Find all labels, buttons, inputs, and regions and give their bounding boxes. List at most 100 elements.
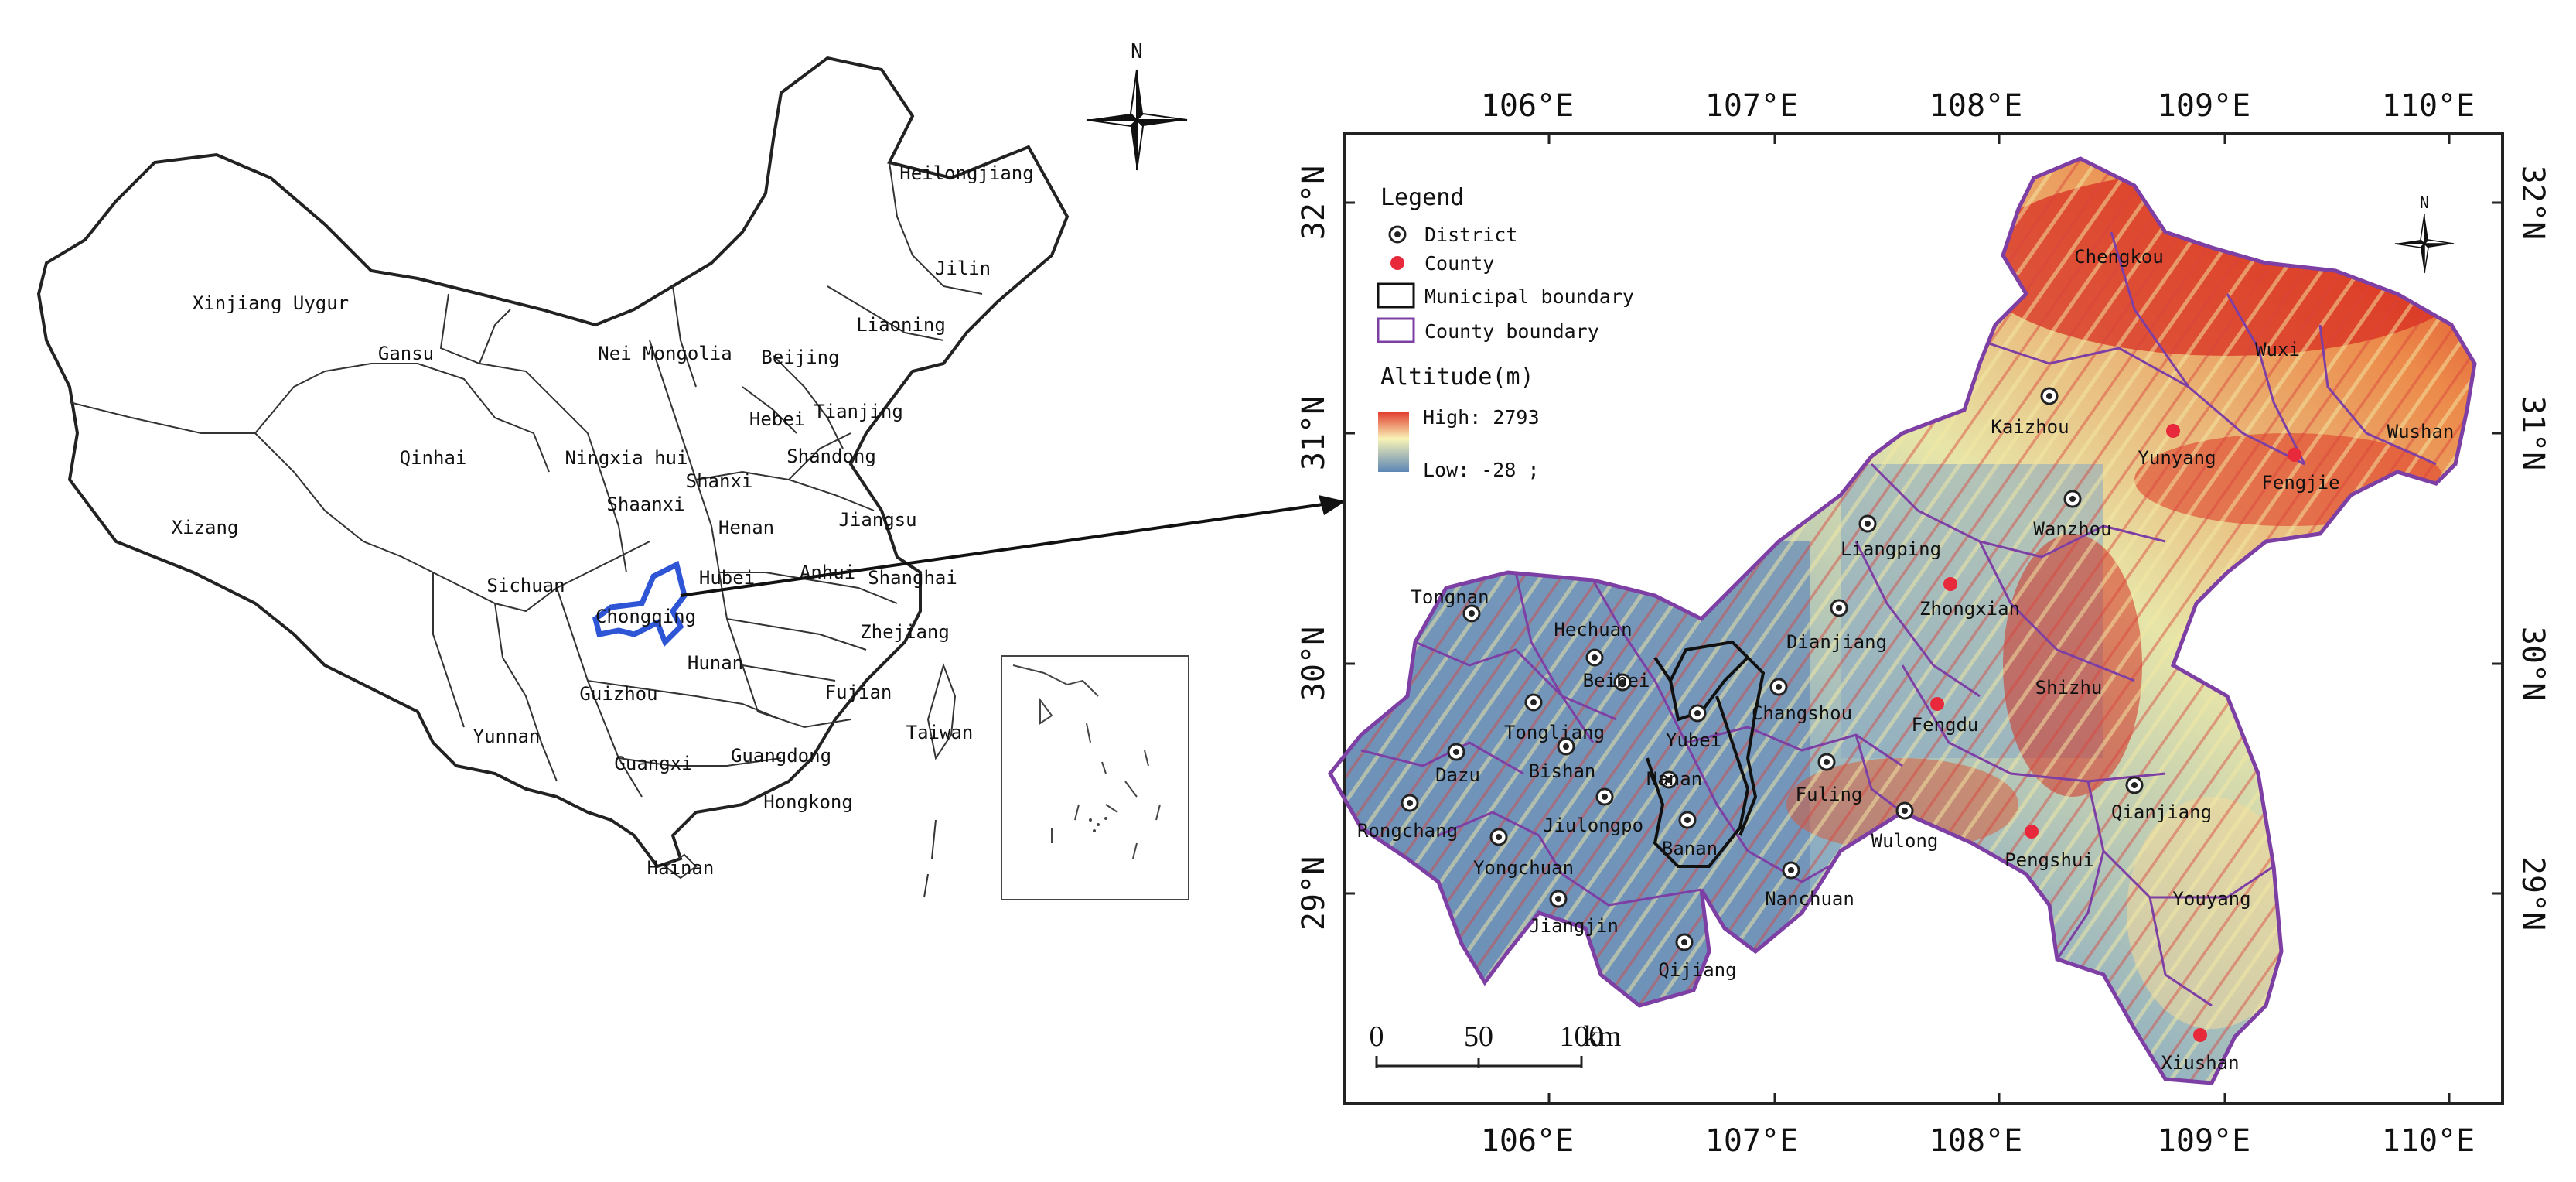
- place-wushan: Wushan: [2387, 421, 2455, 442]
- municipal-boundary: [1646, 640, 1766, 868]
- place-tongnan: Tongnan: [1411, 586, 1489, 623]
- place-label-fuling: Fuling: [1796, 784, 1863, 805]
- province-label-shanghai: Shanghai: [868, 567, 957, 589]
- scale-bar: 0 50 100 km: [1370, 1020, 1621, 1068]
- scale-tick-0: 0: [1370, 1020, 1384, 1053]
- province-label-xinjiang-uygur: Xinjiang Uygur: [193, 292, 349, 314]
- county-marker-pengshui: [2025, 825, 2039, 839]
- graticule-ticks: [1344, 133, 2503, 1104]
- place-label-qijiang: Qijiang: [1658, 959, 1736, 981]
- district-marker-dot-hechuan: [1592, 654, 1598, 661]
- place-pengshui: Pengshui: [2005, 825, 2094, 871]
- legend-title: Legend: [1380, 184, 1464, 211]
- province-label-jiangsu: Jiangsu: [838, 509, 916, 531]
- place-label-wuxi: Wuxi: [2255, 339, 2300, 360]
- place-label-yunyang: Yunyang: [2138, 447, 2216, 469]
- altitude-color-ramp: [1378, 412, 1409, 472]
- lon-label-top-106: 106°E: [1481, 88, 1574, 124]
- locator-arrow: [680, 495, 1346, 597]
- place-banan: Banan: [1662, 811, 1718, 859]
- place-label-beibei: Beibei: [1583, 670, 1650, 692]
- district-marker-dot-bishan: [1563, 743, 1569, 750]
- lon-label-top-110: 110°E: [2382, 88, 2475, 124]
- place-label-dazu: Dazu: [1435, 764, 1480, 786]
- lon-label-bottom-110: 110°E: [2382, 1123, 2475, 1159]
- district-symbol-dot: [1394, 231, 1401, 237]
- province-label-beijing: Beijing: [761, 347, 839, 368]
- island-marks: [664, 662, 957, 898]
- place-label-changshou: Changshou: [1752, 702, 1852, 724]
- place-bishan: Bishan: [1529, 737, 1595, 782]
- province-label-guangdong: Guangdong: [731, 745, 831, 767]
- lon-label-bottom-106: 106°E: [1481, 1123, 1574, 1159]
- place-dianjiang: Dianjiang: [1786, 599, 1887, 653]
- district-marker-dot-yubei: [1694, 710, 1701, 716]
- province-label-shaanxi: Shaanxi: [606, 494, 684, 515]
- legend-county-label: County: [1424, 252, 1494, 275]
- district-marker-dot-nanan: [1666, 777, 1672, 783]
- chongqing-outline: [592, 560, 688, 647]
- lat-label-left-29: 29°N: [1296, 856, 1332, 931]
- legend-county: County: [1390, 252, 1494, 275]
- county-symbol: [1390, 256, 1404, 270]
- district-marker-dot-wulong: [1902, 808, 1908, 814]
- place-label-yongchuan: Yongchuan: [1473, 857, 1574, 879]
- place-label-wanzhou: Wanzhou: [2033, 518, 2111, 540]
- province-label-hunan: Hunan: [688, 652, 743, 674]
- lat-label-left-32: 32°N: [1296, 166, 1332, 240]
- place-label-xiushan: Xiushan: [2161, 1052, 2239, 1074]
- county-marker-yunyang: [2166, 424, 2180, 438]
- province-label-tianjing: Tianjing: [814, 401, 903, 422]
- legend-district: District: [1388, 224, 1517, 246]
- province-labels: Heilongjiang Jilin Liaoning Xinjiang Uygur G…: [172, 162, 1034, 879]
- district-marker-dot-rongchang: [1407, 800, 1413, 806]
- district-marker-dot-qianjiang: [2131, 782, 2138, 788]
- place-beibei: Beibei: [1583, 670, 1650, 692]
- place-label-yubei: Yubei: [1666, 729, 1721, 751]
- place-label-banan: Banan: [1662, 838, 1718, 859]
- province-label-hainan: Hainan: [647, 857, 715, 879]
- place-fuling: Fuling: [1796, 753, 1863, 805]
- legend-county-boundary-label: County boundary: [1424, 320, 1599, 343]
- district-marker-dot-qijiang: [1681, 939, 1687, 945]
- district-marker-dot-changshou: [1776, 684, 1782, 690]
- china-overview-map: Heilongjiang Jilin Liaoning Xinjiang Uygur G…: [36, 40, 1189, 900]
- province-label-fujian: Fujian: [825, 682, 892, 703]
- province-label-henan: Henan: [718, 517, 774, 538]
- right-latitude-labels: 32°N 31°N 30°N 29°N: [2515, 166, 2550, 931]
- county-marker-fengjie: [2288, 448, 2301, 462]
- place-yubei: Yubei: [1666, 704, 1721, 751]
- place-liangping: Liangping: [1841, 514, 1941, 560]
- place-shizhu: Shizhu: [2035, 677, 2103, 699]
- district-marker-dot-banan: [1684, 817, 1691, 823]
- scale-tick-100: 100: [1560, 1020, 1604, 1053]
- place-zhongxian: Zhongxian: [1919, 577, 2020, 620]
- left-latitude-labels: 32°N 31°N 30°N 29°N: [1296, 166, 1332, 931]
- place-kaizhou: Kaizhou: [1991, 387, 2069, 438]
- china-outline: [36, 56, 1070, 869]
- south-china-sea-inset: [1001, 655, 1189, 900]
- district-marker-dot-jiulongpo: [1602, 794, 1608, 800]
- district-marker-dot-kaizhou: [2046, 393, 2052, 399]
- province-label-liaoning: Liaoning: [856, 314, 946, 336]
- north-label-detail: N: [2420, 193, 2429, 212]
- place-fengjie: Fengjie: [2261, 448, 2340, 494]
- place-qianjiang: Qianjiang: [2111, 776, 2212, 823]
- bottom-longitude-labels: 106°E 107°E 108°E 109°E 110°E: [1481, 1123, 2475, 1159]
- lat-label-left-31: 31°N: [1296, 396, 1332, 470]
- province-label-shanxi: Shanxi: [686, 470, 753, 492]
- chongqing-detail-map: 106°E 107°E 108°E 109°E 110°E 106°E 107°…: [1296, 88, 2550, 1159]
- place-label-pengshui: Pengshui: [2005, 849, 2094, 871]
- lon-label-bottom-107: 107°E: [1705, 1123, 1798, 1159]
- municipal-boundary-swatch: [1377, 282, 1415, 309]
- place-changshou: Changshou: [1752, 678, 1852, 724]
- province-label-guangxi: Guangxi: [614, 753, 692, 774]
- place-markers: Kaizhou Wanzhou Liangping Dianjiang Tongnan H…: [1357, 246, 2454, 1074]
- compass-rose-detail: N: [2394, 193, 2455, 274]
- district-marker-dot-fuling: [1824, 759, 1830, 765]
- county-boundary-swatch: [1377, 317, 1415, 343]
- district-marker-dot-dianjiang: [1836, 605, 1842, 611]
- province-label-xizang: Xizang: [172, 517, 239, 538]
- place-jiangjin: Jiangjin: [1529, 890, 1619, 937]
- place-label-dianjiang: Dianjiang: [1786, 631, 1887, 653]
